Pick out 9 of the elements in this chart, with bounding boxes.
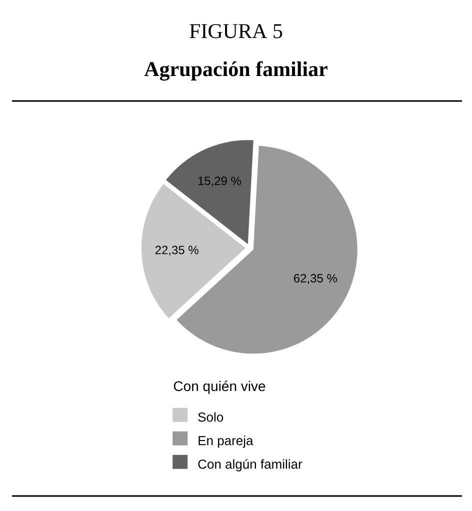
legend-title: Con quién vive [174, 380, 266, 394]
data-label: 15,29 % [198, 176, 242, 187]
legend-label: En pareja [198, 436, 254, 448]
chart-subtitle: Agrupación familiar [144, 61, 328, 81]
legend-label: Solo [198, 412, 224, 422]
legend-label: Con algún familiar [198, 459, 302, 472]
chart-title: FIGURA 5 [190, 24, 282, 38]
data-label: 62,35 % [294, 274, 337, 284]
data-label: 22,35 % [155, 246, 198, 256]
